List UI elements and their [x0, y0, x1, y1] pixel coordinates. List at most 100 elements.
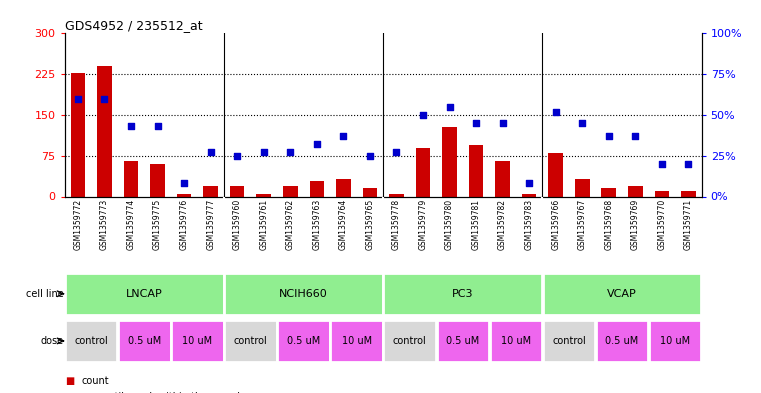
Point [683, 161, 695, 167]
Text: GSM1359776: GSM1359776 [180, 199, 189, 250]
Text: GSM1359767: GSM1359767 [578, 199, 587, 250]
Point [310, 141, 323, 147]
Text: control: control [552, 336, 586, 346]
Text: GSM1359761: GSM1359761 [260, 199, 268, 250]
Bar [65, 273, 224, 314]
Bar [384, 273, 542, 314]
Point [205, 149, 217, 156]
Bar [336, 178, 351, 196]
Bar [283, 185, 298, 196]
Point [523, 180, 535, 187]
Bar [203, 185, 218, 196]
Bar [150, 164, 165, 196]
Bar [522, 194, 537, 196]
Text: GSM1359780: GSM1359780 [445, 199, 454, 250]
Text: GSM1359779: GSM1359779 [419, 199, 428, 250]
Text: 0.5 uM: 0.5 uM [128, 336, 161, 346]
Bar [389, 194, 404, 196]
Bar [71, 73, 85, 196]
Bar [549, 153, 563, 196]
Bar [230, 185, 244, 196]
Text: control: control [75, 336, 108, 346]
Point [656, 161, 668, 167]
Bar [437, 320, 489, 362]
Text: GSM1359782: GSM1359782 [498, 199, 507, 250]
Point [417, 112, 429, 118]
Text: GSM1359760: GSM1359760 [233, 199, 242, 250]
Bar [543, 320, 595, 362]
Text: GSM1359775: GSM1359775 [153, 199, 162, 250]
Text: dose: dose [40, 336, 63, 346]
Text: GSM1359768: GSM1359768 [604, 199, 613, 250]
Bar [649, 320, 702, 362]
Point [496, 120, 508, 126]
Point [549, 108, 562, 115]
Text: PC3: PC3 [452, 289, 473, 299]
Bar [224, 273, 383, 314]
Text: NCIH660: NCIH660 [279, 289, 328, 299]
Bar [256, 194, 271, 196]
Point [125, 123, 137, 130]
Bar [310, 181, 324, 196]
Text: GSM1359774: GSM1359774 [126, 199, 135, 250]
Text: GSM1359769: GSM1359769 [631, 199, 640, 250]
Text: ■: ■ [65, 392, 74, 393]
Text: 10 uM: 10 uM [660, 336, 690, 346]
Point [470, 120, 482, 126]
Text: 0.5 uM: 0.5 uM [446, 336, 479, 346]
Text: GDS4952 / 235512_at: GDS4952 / 235512_at [65, 19, 202, 32]
Bar [495, 161, 510, 196]
Point [337, 133, 349, 139]
Bar [224, 320, 277, 362]
Bar [118, 320, 170, 362]
Point [72, 95, 84, 102]
Text: GSM1359771: GSM1359771 [684, 199, 693, 250]
Text: 0.5 uM: 0.5 uM [287, 336, 320, 346]
Point [284, 149, 296, 156]
Bar [442, 127, 457, 196]
Bar [489, 320, 542, 362]
Text: GSM1359778: GSM1359778 [392, 199, 401, 250]
Text: 10 uM: 10 uM [342, 336, 371, 346]
Text: GSM1359764: GSM1359764 [339, 199, 348, 250]
Text: GSM1359766: GSM1359766 [551, 199, 560, 250]
Text: GSM1359773: GSM1359773 [100, 199, 109, 250]
Bar [330, 320, 383, 362]
Text: 0.5 uM: 0.5 uM [606, 336, 638, 346]
Point [603, 133, 615, 139]
Bar [596, 320, 648, 362]
Text: GSM1359772: GSM1359772 [74, 199, 82, 250]
Bar [65, 320, 117, 362]
Text: ■: ■ [65, 376, 74, 386]
Point [629, 133, 642, 139]
Point [231, 152, 244, 159]
Text: percentile rank within the sample: percentile rank within the sample [81, 392, 247, 393]
Text: GSM1359763: GSM1359763 [312, 199, 321, 250]
Bar [601, 188, 616, 196]
Point [258, 149, 270, 156]
Point [576, 120, 588, 126]
Bar [575, 178, 590, 196]
Point [390, 149, 403, 156]
Bar [681, 191, 696, 196]
Text: GSM1359765: GSM1359765 [365, 199, 374, 250]
Text: GSM1359783: GSM1359783 [524, 199, 533, 250]
Text: GSM1359777: GSM1359777 [206, 199, 215, 250]
Bar [543, 273, 702, 314]
Bar [277, 320, 330, 362]
Text: count: count [81, 376, 109, 386]
Text: VCAP: VCAP [607, 289, 637, 299]
Point [98, 95, 110, 102]
Bar [97, 66, 112, 196]
Text: control: control [393, 336, 427, 346]
Point [444, 104, 456, 110]
Text: 10 uM: 10 uM [183, 336, 212, 346]
Point [178, 180, 190, 187]
Point [364, 152, 376, 159]
Text: cell line: cell line [26, 289, 63, 299]
Bar [362, 188, 377, 196]
Bar [124, 161, 139, 196]
Bar [628, 185, 642, 196]
Bar [654, 191, 669, 196]
Text: control: control [234, 336, 267, 346]
